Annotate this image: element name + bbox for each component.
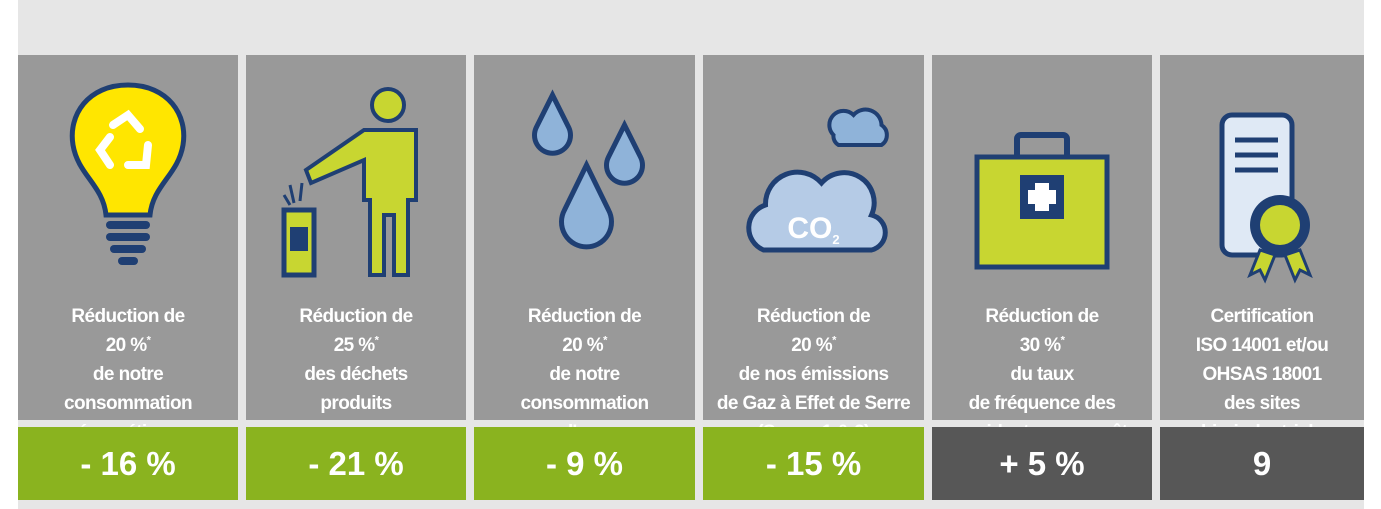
footnote-mark: * [603, 334, 607, 347]
text-line: Réduction de [71, 306, 185, 327]
trash-icon [281, 87, 418, 278]
text-line: du taux [1010, 364, 1074, 385]
card-text: Certification ISO 14001 et/ou OHSAS 18001 d… [1160, 302, 1364, 447]
result: - 21 % [246, 427, 466, 500]
co2-subscript: 2 [832, 232, 839, 247]
text-line: OHSAS 18001 [1202, 364, 1322, 385]
bulb-icon [69, 82, 187, 265]
line-text: 20 % [791, 335, 833, 356]
text-line: de notre [549, 364, 620, 385]
card-text: Réduction de 20 %* de nos émissions de Gaz … [703, 302, 924, 447]
card: Réduction de 25 %* des déchets produits [246, 55, 466, 420]
card-text: Réduction de 30 %* du taux de fréquence des… [932, 302, 1152, 447]
line-text: 30 % [1019, 335, 1062, 356]
result: + 5 % [932, 427, 1152, 500]
text-line: produits [320, 393, 392, 414]
text-line: de notre [92, 364, 164, 385]
text-line: de fréquence des [968, 393, 1116, 414]
co2-text: CO [787, 212, 832, 245]
result: - 15 % [703, 427, 924, 500]
card: Réduction de 30 %* du taux de fréquence des… [932, 55, 1152, 443]
cloud-icon: CO2 [746, 107, 889, 253]
line-text: 25 % [333, 335, 376, 356]
text-line: 25 %* [246, 331, 466, 360]
card: Certification ISO 14001 et/ou OHSAS 18001 d… [1160, 55, 1364, 443]
text-line: 20 %* [703, 331, 924, 360]
text-line: 30 %* [932, 331, 1152, 360]
text-line: 20 %* [474, 331, 695, 360]
text-line: consommation [520, 393, 650, 414]
text-line: de nos émissions [738, 364, 889, 385]
line-text: 20 % [562, 335, 604, 356]
text-line: 20 %* [18, 331, 238, 360]
footnote-mark: * [1060, 334, 1065, 347]
text-line: Réduction de [985, 306, 1099, 327]
certificate-icon [1219, 112, 1313, 284]
line-text: 20 % [105, 335, 148, 356]
text-line: Réduction de [299, 306, 413, 327]
text-line: Réduction de [756, 306, 871, 327]
text-line: ISO 14001 et/ou [1195, 335, 1329, 356]
text-line: Certification [1210, 306, 1314, 327]
result: 9 [1160, 427, 1364, 500]
drops-icon [532, 89, 645, 250]
first-aid-icon [974, 132, 1110, 270]
text-line: des sites [1224, 393, 1301, 414]
result: - 16 % [18, 427, 238, 500]
text-line: consommation [64, 393, 193, 414]
footnote-mark: * [374, 334, 379, 347]
card-text: Réduction de 25 %* des déchets produits [246, 302, 466, 418]
text-line: des déchets [304, 364, 408, 385]
result: - 9 % [474, 427, 695, 500]
co2-label: CO2 [787, 212, 839, 247]
text-line: Réduction de [527, 306, 642, 327]
text-line: de Gaz à Effet de Serre [716, 393, 911, 414]
card: CO2 Réduction de 20 %* de nos émissions de … [703, 55, 924, 443]
footnote-mark: * [146, 334, 151, 347]
footnote-mark: * [832, 334, 836, 347]
